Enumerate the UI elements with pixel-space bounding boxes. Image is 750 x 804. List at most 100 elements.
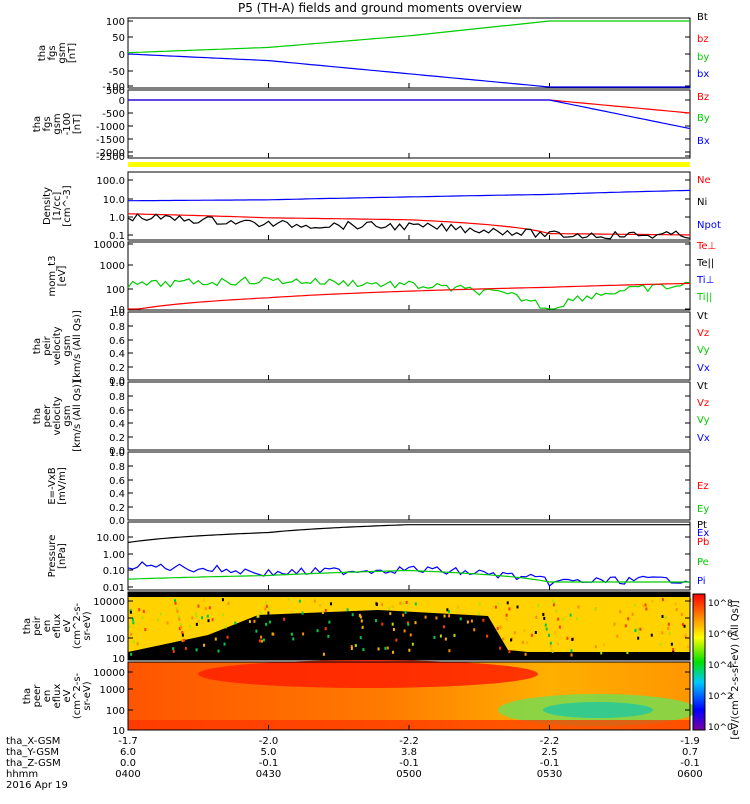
spectrogram-pixel — [256, 614, 259, 618]
ephemeris-value: 5.0 — [261, 747, 277, 758]
colorbar-tick-label: 10^8 — [708, 599, 733, 609]
spectrogram-pixel — [424, 615, 427, 619]
spectrogram-pixel — [600, 651, 603, 655]
spectrogram-pixel — [616, 634, 619, 638]
y-tick-label: 0.8 — [109, 392, 125, 403]
y-tick-label: 0.4 — [109, 419, 125, 430]
spectrogram-pixel — [221, 598, 224, 602]
legend-entry: Vt — [697, 311, 708, 322]
spectrogram-pixel — [535, 615, 538, 619]
spectrogram-pixel — [381, 603, 384, 607]
y-tick-label: 0.1 — [109, 231, 125, 242]
spectrogram-pixel — [448, 610, 451, 614]
spectrogram-pixel — [675, 607, 678, 611]
spectrogram-pixel — [459, 617, 462, 621]
spectrogram-pixel — [316, 629, 319, 633]
spectrogram-pixel — [359, 636, 362, 640]
y-tick-label: 1.0 — [109, 308, 125, 319]
spectrogram-pixel — [570, 649, 573, 653]
y-axis-label: en — [42, 690, 53, 703]
panel-pressure: 10.00 1.00 0.10 0.01 Pressure [nPa] Pt Pb Pe Pi — [47, 520, 709, 594]
panel-frame — [127, 381, 691, 451]
spectrogram-pixel — [358, 613, 361, 617]
y-tick-label: 10 — [112, 654, 125, 665]
legend-entry: bz — [697, 34, 709, 45]
legend-entry: by — [697, 52, 709, 63]
spectrogram-pixel — [381, 622, 384, 626]
y-axis-label: eV — [62, 689, 73, 702]
y-axis-label: tha — [32, 116, 43, 132]
spectrogram-pixel — [375, 619, 378, 623]
spectrogram-pixel — [407, 622, 410, 626]
spectrogram-pixel — [494, 605, 497, 609]
legend-entry: Ne — [697, 175, 711, 186]
spectrogram-pixel — [644, 603, 647, 607]
spectrogram-pixel — [265, 622, 268, 626]
spectrogram-pixel — [350, 645, 353, 649]
legend-entry: By — [697, 113, 710, 124]
spectrogram-pixel — [569, 613, 572, 617]
y-tick-label: 1000 — [100, 614, 125, 625]
spectrogram-pixel — [287, 598, 290, 602]
ephemeris-value: 0500 — [396, 769, 421, 780]
spectrogram-pixel — [359, 615, 362, 619]
y-tick-label: 0.2 — [109, 503, 125, 514]
spectrogram-pixel — [279, 640, 282, 644]
legend-entry: Ex — [697, 528, 709, 539]
y-axis-label: -100 — [62, 113, 73, 136]
y-tick-label: 1.0 — [109, 378, 125, 389]
spectrogram-pixel — [324, 627, 327, 631]
spectrogram-pixel — [602, 643, 605, 647]
colorbar-gradient — [692, 593, 706, 731]
spectrogram-pixel — [435, 616, 438, 620]
spectrogram-pixel — [505, 618, 508, 622]
spectrogram-pixel — [650, 633, 653, 637]
y-axis-label: Pressure — [47, 535, 58, 578]
spectrogram-pixel — [259, 611, 262, 615]
y-tick-label: -1500 — [96, 135, 125, 146]
y-axis-label: [eV] — [57, 266, 68, 287]
spectrogram-pixel — [222, 613, 225, 617]
spectrogram-pixel — [638, 631, 641, 635]
spectrogram-pixel — [545, 627, 548, 631]
plot-title: P5 (TH-A) fields and ground moments over… — [238, 1, 522, 15]
y-axis-label: tha — [32, 408, 43, 424]
colorbar-tick-label: 10^4 — [708, 661, 733, 671]
colorbar: 10^8 10^6 10^4 10^2 10^0[eV/(cm^2-s-sr-eV) (… — [692, 593, 741, 740]
spectrogram-pixel — [502, 637, 505, 641]
panel-vi: 1.0 0.8 0.6 0.4 0.2 0.0 tha peir velocity gsm [km/… — [32, 308, 710, 387]
spectrogram-pixel — [411, 642, 414, 646]
spectrogram-pixel — [664, 616, 667, 620]
spectrogram-pixel — [268, 620, 271, 624]
spectrogram-pixel — [444, 637, 447, 641]
spectrogram-pixel — [264, 607, 267, 611]
spectrogram-pixel — [524, 652, 527, 656]
date-label: 2016 Apr 19 — [6, 780, 68, 791]
spectrogram-pixel — [385, 652, 388, 656]
spectrogram-pixel — [292, 637, 295, 641]
spectrogram-pixel — [645, 607, 648, 611]
quality-bar — [128, 162, 690, 167]
y-tick-label: 0.6 — [109, 336, 125, 347]
panel-frame — [127, 17, 691, 89]
spectrogram-pixel — [179, 623, 182, 627]
spectrogram-pixel — [557, 642, 560, 646]
spectrogram-pixel — [672, 648, 675, 652]
legend-entry: Vx — [697, 363, 710, 374]
y-axis-label: peir — [42, 335, 53, 355]
spectrogram-pixel — [667, 622, 670, 626]
spectrogram-pixel — [138, 608, 141, 612]
ephemeris-value: -2.2 — [540, 736, 560, 747]
legend-entry: Bx — [697, 136, 710, 147]
spectrogram-pixel — [203, 598, 206, 602]
spectrogram-pixel — [558, 625, 561, 629]
y-axis-label: [cm^-3] — [62, 185, 73, 226]
spectrogram-pixel — [384, 646, 387, 650]
spectrogram-pixel — [549, 641, 552, 645]
spectrogram-pixel — [392, 627, 395, 631]
y-tick-label: 10.0 — [103, 195, 125, 206]
spectrogram-pixel — [290, 632, 293, 636]
spectrogram-pixel — [144, 628, 147, 632]
spectrogram-pixel — [667, 626, 670, 630]
